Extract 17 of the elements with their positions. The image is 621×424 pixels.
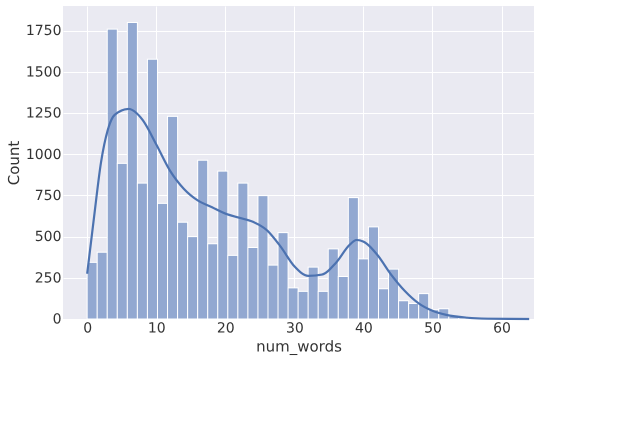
x-tick-label: 40 — [355, 320, 373, 336]
y-axis-title: Count — [4, 140, 23, 186]
y-tick-label: 1500 — [26, 64, 62, 80]
x-tick-label: 30 — [286, 320, 304, 336]
y-tick-label: 1000 — [26, 146, 62, 163]
y-tick-label: 750 — [34, 188, 62, 204]
x-tick-label: 20 — [216, 320, 235, 336]
x-tick-label: 0 — [83, 320, 92, 336]
y-tick-label: 1250 — [26, 106, 62, 122]
x-tick-label: 60 — [493, 320, 511, 336]
y-tick-label: 250 — [34, 270, 62, 286]
x-tick-label: 10 — [148, 320, 166, 336]
y-tick-label: 1750 — [26, 23, 62, 40]
y-tick-label: 500 — [34, 229, 62, 246]
line-series — [86, 108, 530, 320]
x-axis-title: num_words — [256, 338, 342, 356]
x-tick-label: 50 — [424, 320, 442, 336]
